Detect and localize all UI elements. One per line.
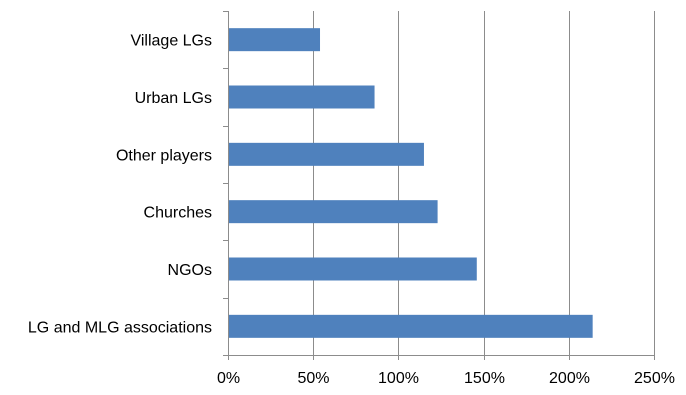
category-label: Other players: [116, 147, 212, 164]
x-tick-label: 100%: [378, 370, 419, 387]
bar: [228, 85, 375, 109]
axes: [223, 11, 655, 360]
category-label: Urban LGs: [135, 90, 212, 107]
x-tick-label: 200%: [549, 370, 590, 387]
x-tick-label: 250%: [634, 370, 675, 387]
x-tick-label: 50%: [297, 370, 329, 387]
category-label: NGOs: [168, 262, 212, 279]
x-tick-label: 0%: [217, 370, 240, 387]
labels: Village LGs Urban LGs Other players Churche…: [28, 33, 675, 387]
category-label: Churches: [144, 205, 212, 222]
bar: [228, 28, 321, 52]
bar: [228, 142, 424, 166]
x-tick-label: 150%: [464, 370, 505, 387]
bar: [228, 257, 477, 281]
gridlines: [313, 11, 655, 355]
category-label: LG and MLG associations: [28, 319, 212, 336]
category-label: Village LGs: [130, 33, 212, 50]
bar: [228, 200, 438, 224]
bars: [228, 28, 593, 338]
bar: [228, 314, 593, 338]
